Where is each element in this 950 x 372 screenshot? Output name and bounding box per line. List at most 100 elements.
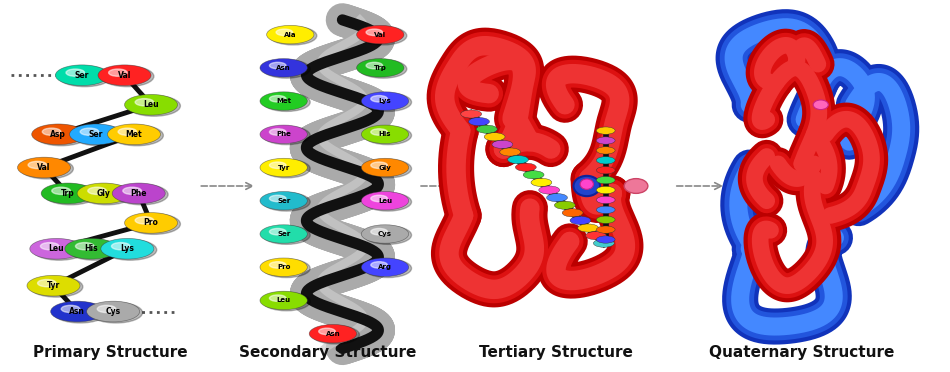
Circle shape [370, 96, 388, 102]
Circle shape [260, 59, 308, 77]
Text: Tertiary Structure: Tertiary Structure [479, 344, 633, 360]
Circle shape [361, 125, 408, 144]
Text: His: His [85, 244, 98, 253]
Circle shape [29, 238, 83, 259]
Text: Phe: Phe [276, 131, 291, 137]
Text: Ser: Ser [75, 71, 89, 80]
Circle shape [270, 195, 286, 202]
Circle shape [86, 301, 140, 322]
Circle shape [32, 240, 86, 260]
Circle shape [370, 129, 388, 135]
Circle shape [361, 258, 408, 276]
Circle shape [127, 96, 180, 116]
Circle shape [578, 224, 598, 232]
Circle shape [597, 186, 615, 194]
Circle shape [263, 292, 311, 311]
Circle shape [597, 137, 615, 144]
Circle shape [364, 93, 411, 112]
Circle shape [66, 69, 85, 76]
Text: Leu: Leu [143, 100, 159, 109]
Circle shape [260, 258, 308, 276]
Circle shape [270, 162, 286, 169]
Circle shape [361, 158, 408, 177]
Circle shape [597, 226, 615, 233]
Circle shape [38, 279, 56, 287]
Circle shape [370, 228, 388, 235]
Circle shape [41, 243, 59, 250]
Circle shape [370, 262, 388, 268]
Circle shape [270, 228, 286, 235]
Circle shape [65, 238, 118, 259]
Circle shape [44, 184, 97, 205]
Circle shape [361, 192, 408, 210]
Text: Val: Val [118, 71, 131, 80]
Circle shape [104, 240, 157, 260]
Circle shape [310, 324, 356, 343]
Circle shape [562, 209, 583, 217]
Circle shape [98, 65, 151, 86]
Circle shape [29, 276, 83, 297]
Circle shape [364, 193, 411, 211]
Text: Arg: Arg [378, 264, 392, 270]
Circle shape [101, 238, 154, 259]
Circle shape [370, 195, 388, 202]
Circle shape [127, 214, 180, 234]
Circle shape [80, 128, 99, 135]
Text: Lys: Lys [121, 244, 134, 253]
Circle shape [260, 125, 308, 144]
Circle shape [263, 60, 311, 78]
Circle shape [260, 291, 308, 310]
Circle shape [361, 225, 408, 243]
Circle shape [468, 118, 489, 126]
Text: Leu: Leu [276, 298, 291, 304]
Text: Tyr: Tyr [277, 164, 290, 170]
Circle shape [270, 295, 286, 301]
Circle shape [597, 196, 615, 203]
Text: Asn: Asn [276, 65, 291, 71]
Circle shape [118, 128, 137, 135]
Text: Tyr: Tyr [47, 281, 60, 290]
Circle shape [17, 157, 70, 178]
Text: Ser: Ser [89, 130, 104, 139]
Text: Asp: Asp [50, 130, 67, 139]
Text: Trp: Trp [61, 189, 74, 198]
Circle shape [53, 302, 106, 323]
Text: Cys: Cys [105, 307, 121, 316]
Ellipse shape [813, 100, 828, 110]
Circle shape [484, 133, 505, 141]
Circle shape [267, 25, 314, 44]
Circle shape [87, 187, 106, 195]
Circle shape [89, 302, 142, 323]
Circle shape [69, 124, 123, 145]
Text: Pro: Pro [143, 218, 159, 227]
Circle shape [597, 157, 615, 164]
Circle shape [28, 161, 47, 169]
Circle shape [359, 26, 407, 45]
Circle shape [597, 206, 615, 214]
Circle shape [260, 92, 308, 110]
Circle shape [270, 262, 286, 268]
Text: Secondary Structure: Secondary Structure [239, 344, 417, 360]
Text: Gly: Gly [379, 164, 391, 170]
Circle shape [110, 125, 163, 146]
Circle shape [361, 92, 408, 110]
Text: Primary Structure: Primary Structure [33, 344, 188, 360]
Text: Met: Met [276, 98, 292, 104]
Circle shape [597, 216, 615, 224]
Circle shape [585, 231, 606, 240]
Circle shape [108, 69, 127, 76]
Circle shape [597, 147, 615, 154]
Text: Leu: Leu [48, 244, 65, 253]
Circle shape [531, 178, 552, 186]
Text: Quaternary Structure: Quaternary Structure [709, 344, 895, 360]
Circle shape [31, 124, 85, 145]
Text: Leu: Leu [378, 198, 392, 204]
Circle shape [67, 240, 121, 260]
Circle shape [461, 110, 482, 118]
Text: Cys: Cys [378, 231, 392, 237]
Circle shape [58, 66, 111, 87]
Circle shape [318, 328, 335, 334]
Circle shape [101, 66, 154, 87]
Circle shape [80, 184, 133, 205]
Circle shape [55, 65, 108, 86]
